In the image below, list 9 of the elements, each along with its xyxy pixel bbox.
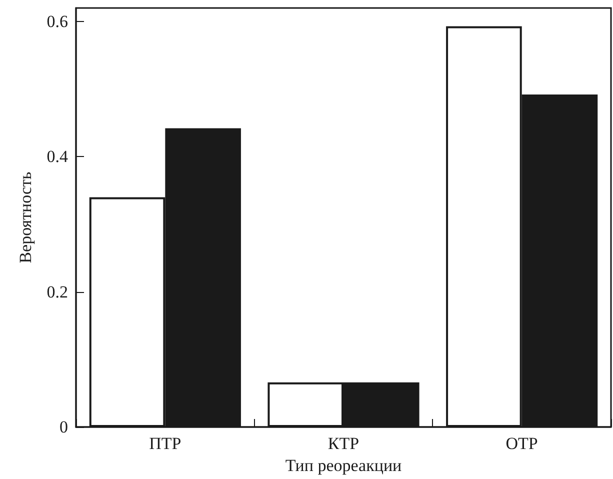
y-tick-label: 0.2 — [46, 282, 68, 302]
y-tick-label: 0.6 — [46, 12, 68, 32]
y-axis-title: Вероятность — [16, 171, 35, 264]
x-tick-label: ОТР — [506, 434, 538, 453]
x-tick-label: КТР — [328, 434, 360, 453]
y-tick-label: 0 — [60, 418, 68, 436]
x-tick-label: ПТР — [149, 434, 182, 453]
y-tick-label: 0.4 — [46, 147, 68, 166]
x-axis-title: Тип реореакции — [285, 456, 402, 475]
